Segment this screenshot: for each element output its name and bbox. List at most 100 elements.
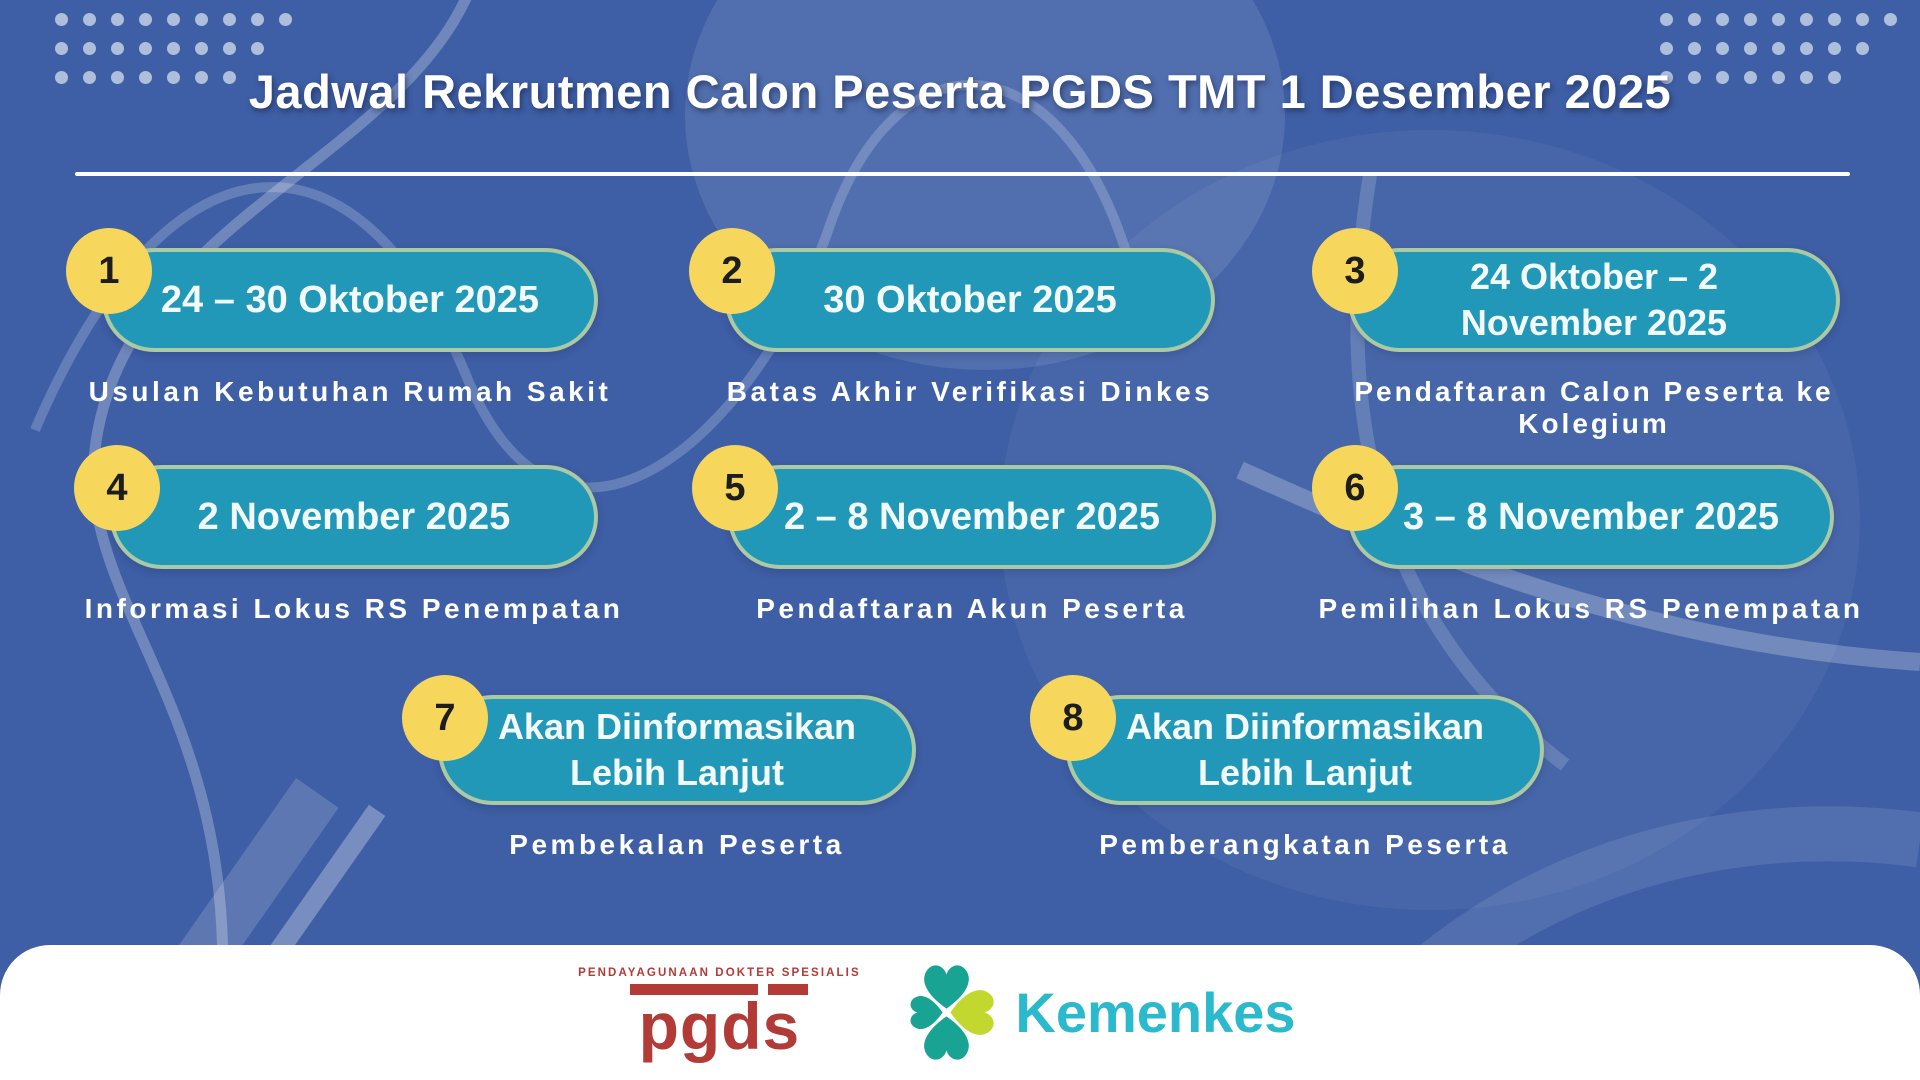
schedule-item-1: 24 – 30 Oktober 2025 1 Usulan Kebutuhan …: [66, 228, 608, 408]
date-text: 24 Oktober – 2 November 2025: [1460, 255, 1728, 343]
pgds-bar-short: [768, 983, 809, 995]
dot: [195, 71, 208, 84]
step-label: Pemberangkatan Peserta: [1066, 829, 1544, 861]
date-pill: 2 – 8 November 2025 5: [692, 445, 1216, 569]
schedule-item-7: Akan Diinformasikan Lebih Lanjut 7 Pembe…: [402, 675, 916, 861]
dot: [1744, 71, 1757, 84]
dot: [223, 13, 236, 26]
date-pill: 30 Oktober 2025 2: [689, 228, 1215, 352]
date-text: 2 – 8 November 2025: [783, 495, 1160, 538]
step-label: Pendaftaran Calon Peserta ke Kolegium: [1348, 376, 1840, 440]
step-number-badge: 4: [74, 445, 160, 531]
dot: [1744, 42, 1757, 55]
date-text: Akan Diinformasikan Lebih Lanjut: [1125, 705, 1485, 793]
kemenkes-wordmark: Kemenkes: [1015, 981, 1296, 1044]
dot: [1688, 71, 1701, 84]
dot: [1660, 13, 1673, 26]
step-label: Usulan Kebutuhan Rumah Sakit: [89, 376, 608, 408]
kemenkes-clover-icon: [910, 965, 995, 1060]
date-pill: Akan Diinformasikan Lebih Lanjut 8: [1030, 675, 1544, 805]
step-number-badge: 7: [402, 675, 488, 761]
dot: [1800, 71, 1813, 84]
step-label: Pemilihan Lokus RS Penempatan: [1319, 593, 1860, 625]
date-text: 2 November 2025: [197, 495, 511, 538]
date-pill: 2 November 2025 4: [74, 445, 598, 569]
schedule-item-5: 2 – 8 November 2025 5 Pendaftaran Akun P…: [692, 445, 1216, 625]
date-text: Akan Diinformasikan Lebih Lanjut: [497, 705, 857, 793]
dot: [223, 71, 236, 84]
pgds-logo-bars: [630, 983, 809, 995]
step-label: Batas Akhir Verifikasi Dinkes: [725, 376, 1215, 408]
dot: [139, 71, 152, 84]
step-number-badge: 1: [66, 228, 152, 314]
step-label-text: Batas Akhir Verifikasi Dinkes: [726, 376, 1214, 407]
schedule-item-2: 30 Oktober 2025 2 Batas Akhir Verifikasi…: [689, 228, 1215, 408]
dot: [55, 42, 68, 55]
step-number: 1: [98, 249, 120, 292]
step-number: 7: [434, 696, 456, 739]
step-label-text: Pendaftaran Akun Peserta: [756, 593, 1188, 624]
dot: [167, 13, 180, 26]
dot: [195, 13, 208, 26]
pgds-tagline: PENDAYAGUNAAN DOKTER SPESIALIS: [578, 966, 861, 979]
dot: [195, 42, 208, 55]
dot: [251, 42, 264, 55]
dot: [223, 42, 236, 55]
step-label-text: Pemberangkatan Peserta: [1099, 829, 1511, 860]
footer-panel: PENDAYAGUNAAN DOKTER SPESIALIS pgds Keme…: [0, 945, 1920, 1080]
dot: [279, 13, 292, 26]
dot: [1856, 13, 1869, 26]
page-title: Jadwal Rekrutmen Calon Peserta PGDS TMT …: [248, 65, 1672, 118]
step-number: 2: [721, 249, 743, 292]
dot: [167, 71, 180, 84]
dot: [1716, 13, 1729, 26]
step-number-badge: 5: [692, 445, 778, 531]
date-text: 24 – 30 Oktober 2025: [160, 278, 540, 321]
step-label: Pembekalan Peserta: [438, 829, 916, 861]
dot: [251, 13, 264, 26]
date-pill: 24 Oktober – 2 November 2025 3: [1312, 228, 1840, 352]
dot: [1828, 42, 1841, 55]
dot: [1660, 71, 1673, 84]
step-number-badge: 3: [1312, 228, 1398, 314]
step-label-text: Pendaftaran Calon Peserta ke Kolegium: [1354, 376, 1834, 440]
schedule-item-4: 2 November 2025 4 Informasi Lokus RS Pen…: [74, 445, 620, 625]
dot: [1772, 13, 1785, 26]
schedule-item-3: 24 Oktober – 2 November 2025 3 Pendaftar…: [1312, 228, 1840, 440]
dot: [1800, 42, 1813, 55]
dot: [1744, 13, 1757, 26]
step-number: 6: [1344, 466, 1366, 509]
dot: [1688, 13, 1701, 26]
dot-grid-top-right: [1660, 13, 1897, 84]
dot: [139, 13, 152, 26]
dot: [111, 42, 124, 55]
dot: [83, 13, 96, 26]
step-number: 3: [1344, 249, 1366, 292]
pgds-wordmark: pgds: [638, 988, 801, 1063]
dot: [55, 13, 68, 26]
step-label: Informasi Lokus RS Penempatan: [85, 593, 620, 625]
dot: [1716, 71, 1729, 84]
dot: [1772, 42, 1785, 55]
step-label-text: Informasi Lokus RS Penempatan: [84, 593, 624, 624]
dot: [83, 71, 96, 84]
dot: [1884, 13, 1897, 26]
dot: [1772, 71, 1785, 84]
dot: [1800, 13, 1813, 26]
dot: [167, 42, 180, 55]
date-text: 30 Oktober 2025: [823, 278, 1117, 321]
dot: [139, 42, 152, 55]
date-text: 3 – 8 November 2025: [1402, 495, 1779, 538]
dot-grid-top-left: [55, 13, 292, 84]
dot: [111, 13, 124, 26]
pgds-bar-long: [630, 983, 759, 995]
dot: [83, 42, 96, 55]
schedule-item-8: Akan Diinformasikan Lebih Lanjut 8 Pembe…: [1030, 675, 1544, 861]
step-number-badge: 8: [1030, 675, 1116, 761]
kemenkes-logo: Kemenkes: [894, 960, 1296, 1065]
dot: [1716, 42, 1729, 55]
dot: [55, 71, 68, 84]
date-pill: Akan Diinformasikan Lebih Lanjut 7: [402, 675, 916, 805]
step-label-text: Pemilihan Lokus RS Penempatan: [1318, 593, 1864, 624]
dot: [111, 71, 124, 84]
